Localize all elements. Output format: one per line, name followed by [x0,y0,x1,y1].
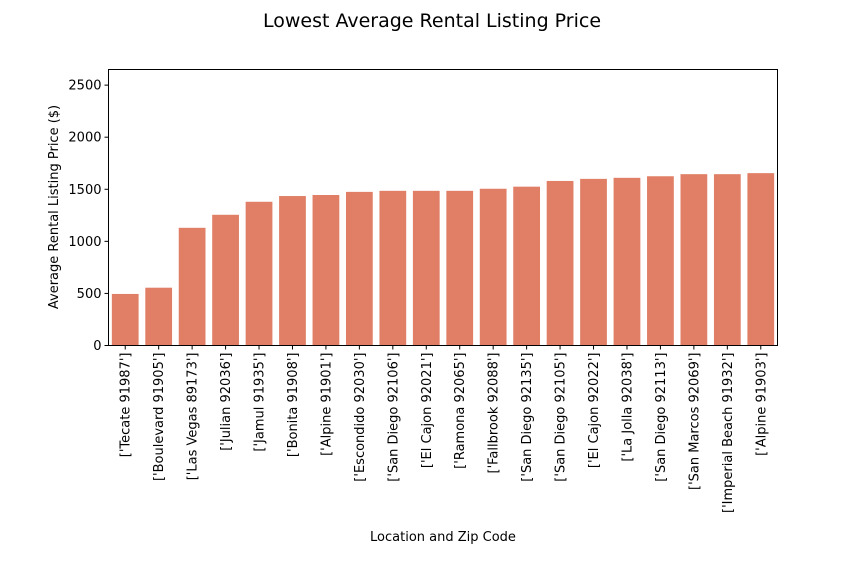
y-axis-label: Average Rental Listing Price ($) [47,105,62,309]
x-tick-label: ['El Cajon 92022'] [587,353,602,469]
bar [111,293,139,346]
y-axis-ticks: 0 500 1000 1500 2000 2500 [68,79,109,354]
bar [647,176,674,346]
bar [479,188,507,346]
x-axis-label: Location and Zip Code [370,530,516,545]
y-tick-label: 1500 [68,183,101,198]
x-tick-label: ['Alpine 91903'] [754,353,769,456]
bar [212,214,239,346]
bars-group [111,173,775,346]
bar [312,195,340,346]
x-tick-label: ['San Diego 92113'] [654,353,669,482]
bar [279,196,306,346]
x-tick-label: ['Escondido 92030'] [353,353,368,482]
x-tick-label: ['Fallbrook 92088'] [487,353,502,474]
x-tick-label: ['La Jolla 92038'] [620,353,635,462]
bar [613,177,641,346]
chart-title: Lowest Average Rental Listing Price [263,10,601,32]
x-tick-label: ['Imperial Beach 91932'] [721,353,736,513]
bar [145,287,173,346]
y-tick-label: 2500 [68,79,101,94]
bar [379,190,407,346]
y-tick-label: 0 [93,339,101,354]
bar [446,190,474,346]
x-tick-label: ['Ramona 92065'] [453,353,468,469]
bar [580,178,607,346]
x-axis-ticks: ['Tecate 91987'] ['Boulevard 91905'] ['Las… [119,345,769,513]
bar [747,173,775,346]
plot-area-frame [108,69,778,346]
bar [546,180,574,346]
bar [245,201,273,346]
x-tick-label: ['Bonita 91908'] [286,353,301,458]
bar [412,190,440,346]
x-tick-label: ['Boulevard 91905'] [152,353,167,482]
bar [178,227,206,346]
bar [345,191,373,346]
y-tick-label: 1000 [68,235,101,250]
bar [513,186,541,346]
y-tick-label: 500 [77,287,102,302]
bar [713,174,741,346]
bar [680,174,708,346]
x-tick-label: ['San Diego 92105'] [554,353,569,482]
x-tick-label: ['Alpine 91901'] [319,353,334,456]
x-tick-label: ['Jamul 91935'] [253,353,268,452]
x-tick-label: ['Las Vegas 89173'] [186,353,201,481]
x-tick-label: ['Julian 92036'] [219,353,234,451]
x-tick-label: ['San Marcos 92069'] [687,353,702,490]
x-tick-label: ['San Diego 92135'] [520,353,535,482]
y-tick-label: 2000 [68,131,101,146]
x-tick-label: ['San Diego 92106'] [386,353,401,482]
x-tick-label: ['Tecate 91987'] [119,353,134,458]
x-tick-label: ['El Cajon 92021'] [420,353,435,469]
